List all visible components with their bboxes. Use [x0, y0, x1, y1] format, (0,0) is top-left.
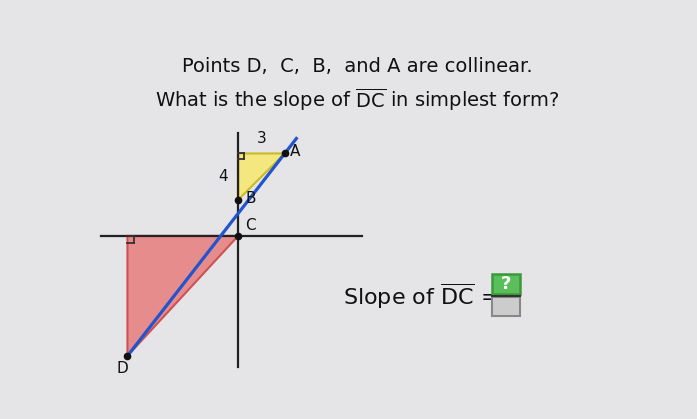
Text: What is the slope of $\overline{\mathrm{DC}}$ in simplest form?: What is the slope of $\overline{\mathrm{…: [155, 86, 559, 113]
Text: Slope of $\overline{\mathrm{DC}}$ =: Slope of $\overline{\mathrm{DC}}$ =: [343, 281, 500, 310]
Text: 4: 4: [217, 169, 227, 184]
Text: 3: 3: [256, 131, 266, 146]
Text: C: C: [245, 218, 256, 233]
FancyBboxPatch shape: [491, 274, 519, 295]
Text: B: B: [245, 191, 256, 207]
Text: D: D: [117, 361, 129, 375]
Polygon shape: [128, 236, 238, 356]
Text: ?: ?: [500, 275, 511, 293]
Text: Points D,  C,  B,  and A are collinear.: Points D, C, B, and A are collinear.: [181, 57, 532, 76]
Text: A: A: [289, 145, 300, 159]
FancyBboxPatch shape: [491, 297, 519, 316]
Polygon shape: [238, 153, 285, 200]
